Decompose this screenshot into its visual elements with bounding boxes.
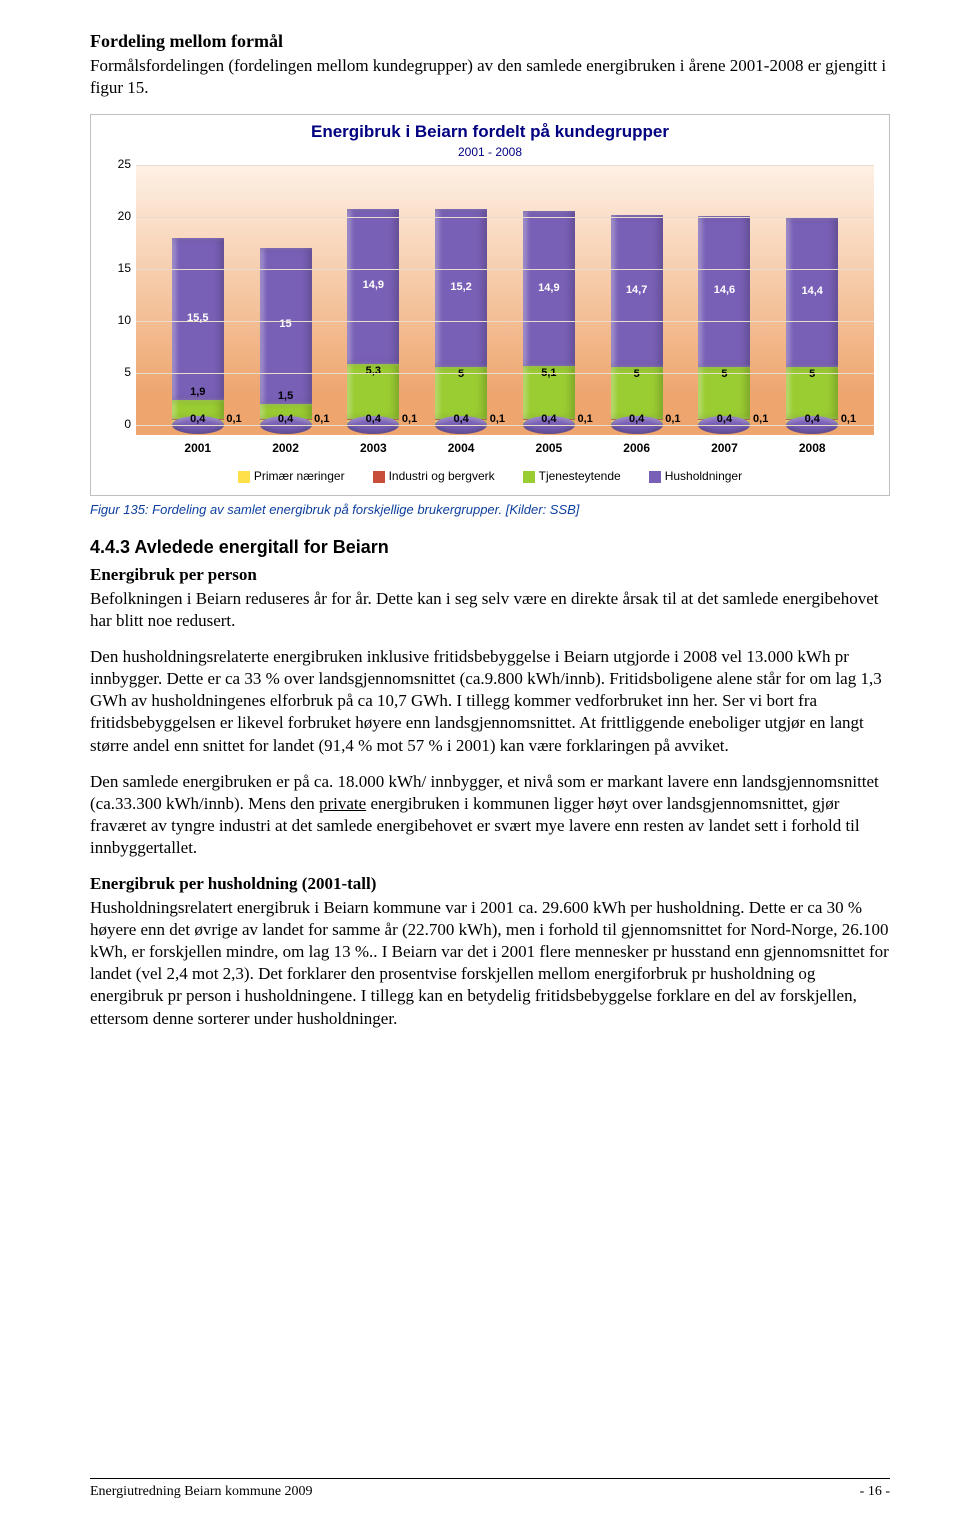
paragraph: Befolkningen i Beiarn reduseres år for å… <box>90 588 890 632</box>
paragraph: Husholdningsrelatert energibruk i Beiarn… <box>90 897 890 1030</box>
underlined-word: private <box>319 794 366 813</box>
footer-page-number: - 16 - <box>860 1483 890 1501</box>
subheading-energy-per-household: Energibruk per husholdning (2001-tall) <box>90 873 890 895</box>
plot-area: 15,51,90,40,1151,50,40,114,95,30,40,115,… <box>136 165 874 435</box>
intro-paragraph: Formålsfordelingen (fordelingen mellom k… <box>90 55 890 99</box>
footer-left: Energiutredning Beiarn kommune 2009 <box>90 1483 313 1501</box>
section-heading-1: Fordeling mellom formål <box>90 30 890 53</box>
paragraph: Den samlede energibruken er på ca. 18.00… <box>90 771 890 859</box>
figure-caption: Figur 135: Fordeling av samlet energibru… <box>90 502 890 519</box>
page-footer: Energiutredning Beiarn kommune 2009 - 16… <box>90 1478 890 1501</box>
energy-chart: Energibruk i Beiarn fordelt på kundegrup… <box>90 114 890 496</box>
chart-title: Energibruk i Beiarn fordelt på kundegrup… <box>91 121 889 143</box>
subheading-energy-per-person: Energibruk per person <box>90 564 890 586</box>
section-heading-2: 4.4.3 Avledede energitall for Beiarn <box>90 536 890 559</box>
x-axis: 20012002200320042005200620072008 <box>136 441 874 457</box>
paragraph: Den husholdningsrelaterte energibruken i… <box>90 646 890 756</box>
y-axis: 0510152025 <box>103 165 133 435</box>
chart-subtitle: 2001 - 2008 <box>91 145 889 161</box>
chart-legend: Primær næringerIndustri og bergverkTjene… <box>91 464 889 486</box>
